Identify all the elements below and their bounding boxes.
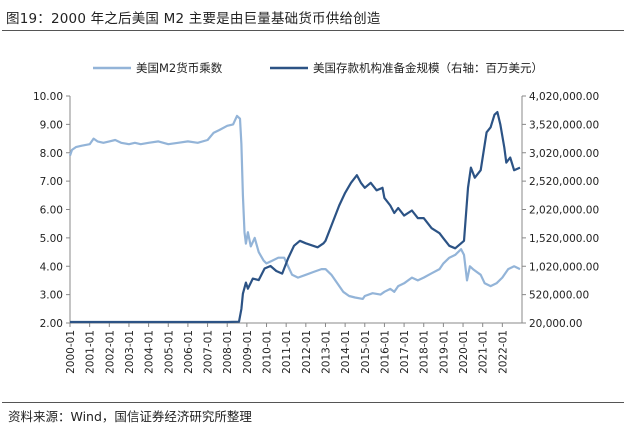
- x-tick-label: 2007-01: [203, 330, 215, 374]
- x-tick-label: 2003-01: [124, 330, 136, 374]
- x-tick-label: 2021-01: [478, 330, 490, 374]
- y-right-tick-label: 1,520,000.00: [529, 233, 599, 245]
- x-tick-label: 2022-01: [497, 330, 509, 374]
- legend-label-m2-multiplier: 美国M2货币乘数: [136, 61, 223, 75]
- y-left-tick-label: 9.00: [40, 119, 63, 131]
- x-tick-label: 2004-01: [144, 330, 156, 374]
- y-right-tick-label: 3,520,000.00: [529, 119, 599, 131]
- source-note: 资料来源：Wind，国信证券经济研究所整理: [8, 409, 252, 424]
- x-tick-label: 2018-01: [419, 330, 431, 374]
- series-line-m2-multiplier: [68, 114, 521, 300]
- x-tick-label: 2011-01: [281, 330, 293, 374]
- x-tick-label: 2010-01: [262, 330, 274, 374]
- y-left-tick-label: 10.00: [33, 91, 63, 103]
- y-left-tick-label: 5.00: [40, 233, 63, 245]
- y-right-tick-label: 3,020,000.00: [529, 148, 599, 160]
- y-left-tick-label: 2.00: [40, 318, 63, 330]
- x-tick-label: 2012-01: [301, 330, 313, 374]
- y-left-tick-label: 3.00: [40, 290, 63, 302]
- x-tick-label: 2001-01: [85, 330, 97, 374]
- series-line-reserves: [70, 111, 521, 324]
- x-tick-label: 2014-01: [340, 330, 352, 374]
- y-left-tick-label: 6.00: [40, 205, 63, 217]
- x-tick-label: 2002-01: [104, 330, 116, 374]
- x-tick-label: 2020-01: [458, 330, 470, 374]
- x-tick-label: 2006-01: [183, 330, 195, 374]
- y-right-tick-label: 1,020,000.00: [529, 261, 599, 273]
- x-tick-label: 2005-01: [163, 330, 175, 374]
- y-right-tick-label: 20,000.00: [529, 318, 582, 330]
- legend-label-reserves: 美国存款机构准备金规模（右轴：百万美元）: [313, 61, 543, 75]
- y-right-tick-label: 4,020,000.00: [529, 91, 599, 103]
- x-tick-label: 2009-01: [242, 330, 254, 374]
- x-tick-label: 2017-01: [399, 330, 411, 374]
- figure-title: 图19：2000 年之后美国 M2 主要是由巨量基础货币供给创造: [6, 11, 381, 27]
- x-tick-label: 2013-01: [320, 330, 332, 374]
- title-rule: [2, 30, 624, 31]
- y-right-tick-label: 520,000.00: [529, 290, 589, 302]
- x-tick-label: 2008-01: [222, 330, 234, 374]
- x-tick-label: 2016-01: [379, 330, 391, 374]
- y-left-tick-label: 4.00: [40, 261, 63, 273]
- x-tick-label: 2000-01: [65, 330, 77, 374]
- y-right-tick-label: 2,020,000.00: [529, 205, 599, 217]
- x-tick-label: 2015-01: [360, 330, 372, 374]
- y-right-tick-label: 2,520,000.00: [529, 176, 599, 188]
- x-tick-label: 2019-01: [438, 330, 450, 374]
- source-rule: [2, 402, 624, 403]
- y-left-tick-label: 7.00: [40, 176, 63, 188]
- y-left-tick-label: 8.00: [40, 148, 63, 160]
